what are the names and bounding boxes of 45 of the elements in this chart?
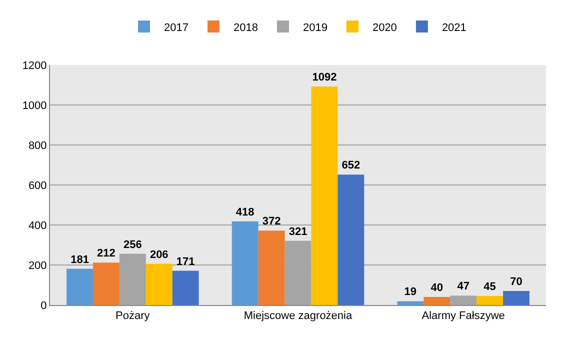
bar [92,262,120,305]
legend-label: 2021 [442,22,466,34]
bar [284,240,312,305]
data-label: 212 [97,248,116,260]
x-tick-label: Miejscowe zagrożenia [244,310,353,322]
bar [119,254,146,305]
y-tick-label: 1000 [22,100,47,112]
bar [258,230,285,305]
y-tick-label: 400 [28,220,47,232]
y-tick-label: 800 [28,140,47,152]
x-tick-label: Alarmy Fałszywe [422,310,505,322]
bar [503,291,530,305]
bar [338,174,364,305]
data-label: 1092 [312,72,337,84]
data-label: 40 [430,282,444,294]
bar [146,264,172,305]
legend-label: 2017 [164,22,188,34]
bar [232,221,258,305]
data-label: 19 [404,286,417,298]
y-tick-label: 0 [40,300,47,312]
data-label: 45 [484,281,496,293]
bar [66,268,93,305]
data-label: 181 [70,254,89,266]
data-label: 206 [150,248,168,261]
legend-label: 2020 [372,22,397,34]
data-label: 321 [288,226,308,238]
data-label: 652 [342,160,360,172]
data-label: 47 [457,280,470,293]
legend-label: 2019 [302,22,328,34]
bar [172,270,199,305]
y-tick-label: 1200 [22,60,47,72]
bar [476,296,504,305]
data-label: 418 [236,206,254,218]
x-tick-label: Pożary [116,310,150,322]
data-label: 372 [262,216,281,228]
legend-label: 2018 [233,22,258,34]
data-label: 70 [510,276,522,288]
y-tick-label: 600 [28,180,47,192]
y-tick-label: 200 [28,260,47,272]
bar [450,296,477,305]
data-label: 171 [176,256,195,268]
bar [397,301,424,305]
data-label: 256 [123,238,142,251]
bar [311,86,338,305]
bar [424,297,450,305]
